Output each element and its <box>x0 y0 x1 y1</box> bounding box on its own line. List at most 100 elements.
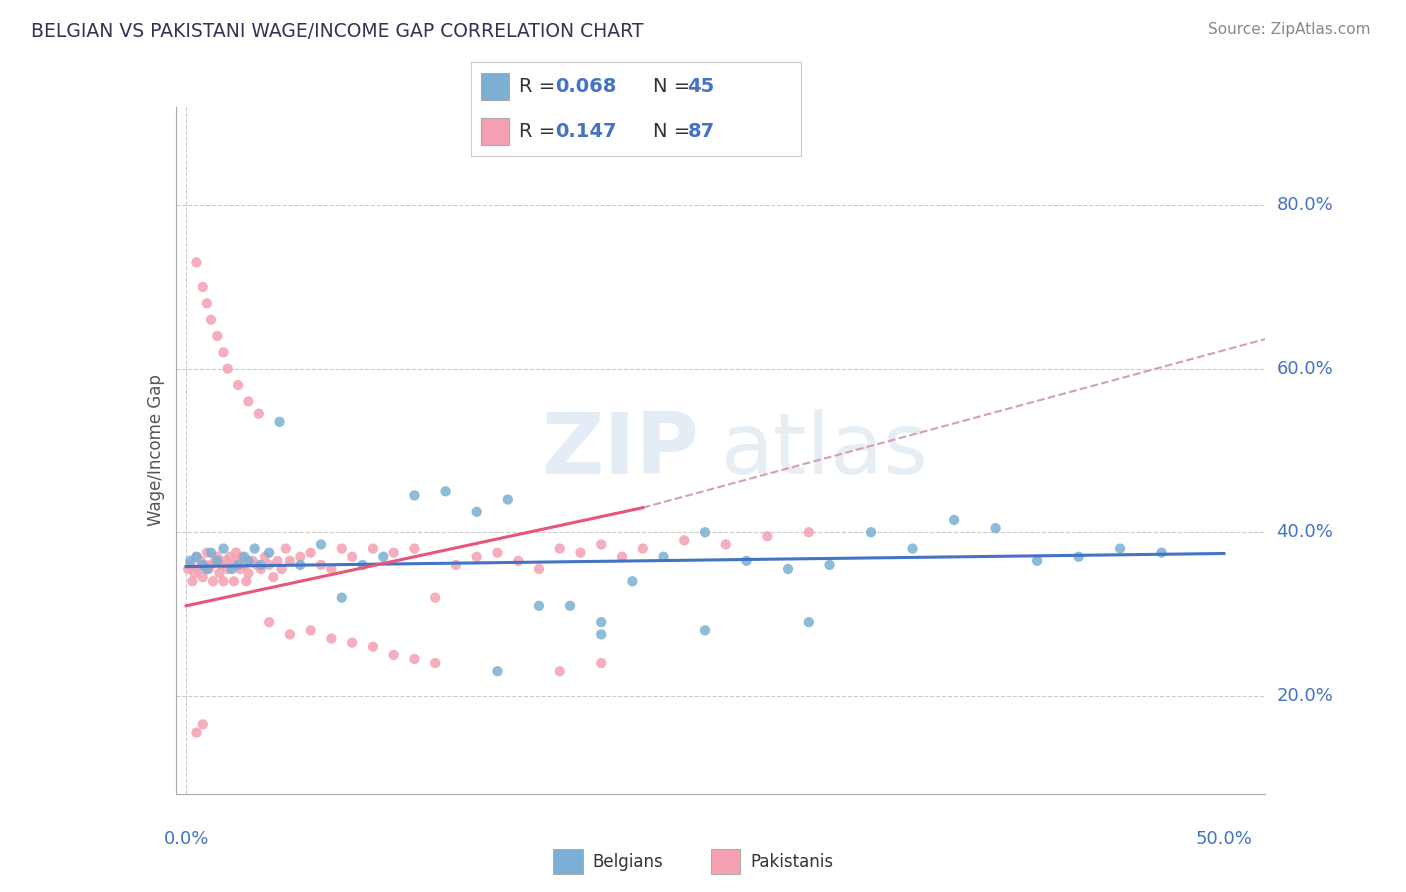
Point <box>569 546 592 560</box>
Point <box>797 525 820 540</box>
Point <box>221 562 243 576</box>
Point <box>208 566 231 581</box>
Point <box>266 554 288 568</box>
Point <box>253 549 276 564</box>
Point <box>181 574 204 589</box>
Point <box>797 615 820 630</box>
Point <box>434 484 457 499</box>
Point <box>901 541 924 556</box>
Text: Pakistanis: Pakistanis <box>751 853 834 871</box>
Point <box>186 255 208 269</box>
Point <box>591 656 613 670</box>
Point <box>190 554 212 568</box>
Point <box>242 554 264 568</box>
Point <box>217 562 239 576</box>
Point <box>425 591 447 605</box>
Point <box>943 513 966 527</box>
Point <box>195 546 218 560</box>
Point <box>177 562 200 576</box>
Point <box>508 554 530 568</box>
Point <box>229 562 252 576</box>
Point <box>527 562 550 576</box>
Point <box>465 549 488 564</box>
Point <box>226 378 249 392</box>
Point <box>250 558 273 572</box>
Point <box>247 407 270 421</box>
Point <box>212 574 235 589</box>
Point <box>404 652 426 666</box>
Text: R =: R = <box>519 77 561 96</box>
Point <box>591 537 613 551</box>
Point <box>1067 549 1090 564</box>
Point <box>257 615 280 630</box>
Point <box>200 312 222 326</box>
Text: 87: 87 <box>688 122 714 142</box>
Point <box>610 549 633 564</box>
Text: BELGIAN VS PAKISTANI WAGE/INCOME GAP CORRELATION CHART: BELGIAN VS PAKISTANI WAGE/INCOME GAP COR… <box>31 22 644 41</box>
Point <box>186 549 208 564</box>
Point <box>191 558 214 572</box>
Point <box>818 558 841 572</box>
Point <box>179 554 201 568</box>
Point <box>714 537 737 551</box>
Point <box>246 558 269 572</box>
Point <box>212 541 235 556</box>
Point <box>984 521 1007 535</box>
Point <box>207 549 229 564</box>
Point <box>558 599 581 613</box>
Point <box>486 664 509 678</box>
Point <box>183 566 205 581</box>
Point <box>652 549 675 564</box>
Point <box>191 570 214 584</box>
Point <box>257 546 280 560</box>
Point <box>238 566 260 581</box>
Point <box>591 627 613 641</box>
Point <box>262 570 284 584</box>
Point <box>186 725 208 739</box>
Point <box>212 345 235 359</box>
Text: 60.0%: 60.0% <box>1277 359 1333 377</box>
Point <box>548 664 571 678</box>
Point <box>1026 554 1049 568</box>
Point <box>352 558 374 572</box>
FancyBboxPatch shape <box>481 119 509 145</box>
Point <box>233 558 256 572</box>
Point <box>735 554 758 568</box>
Point <box>222 574 245 589</box>
Point <box>527 599 550 613</box>
Point <box>207 554 229 568</box>
Point <box>274 541 297 556</box>
Point <box>373 549 395 564</box>
Point <box>860 525 883 540</box>
Point <box>631 541 654 556</box>
Point <box>200 546 222 560</box>
Point <box>204 554 226 568</box>
Point <box>496 492 519 507</box>
Point <box>198 562 221 576</box>
Y-axis label: Wage/Income Gap: Wage/Income Gap <box>146 375 165 526</box>
FancyBboxPatch shape <box>481 73 509 100</box>
Point <box>465 505 488 519</box>
Point <box>243 541 266 556</box>
Point <box>238 394 260 409</box>
Point <box>548 541 571 556</box>
Point <box>226 554 249 568</box>
Point <box>278 627 301 641</box>
Point <box>218 549 240 564</box>
Point <box>693 525 716 540</box>
FancyBboxPatch shape <box>554 849 583 873</box>
Text: Source: ZipAtlas.com: Source: ZipAtlas.com <box>1208 22 1371 37</box>
Point <box>290 549 312 564</box>
Point <box>321 562 343 576</box>
Point <box>1109 541 1132 556</box>
Point <box>257 558 280 572</box>
Point <box>269 415 291 429</box>
Text: R =: R = <box>519 122 568 142</box>
Point <box>270 562 292 576</box>
Text: atlas: atlas <box>721 409 928 492</box>
Point <box>217 361 239 376</box>
Point <box>235 574 257 589</box>
Point <box>225 546 247 560</box>
Text: N =: N = <box>652 122 696 142</box>
Point <box>321 632 343 646</box>
